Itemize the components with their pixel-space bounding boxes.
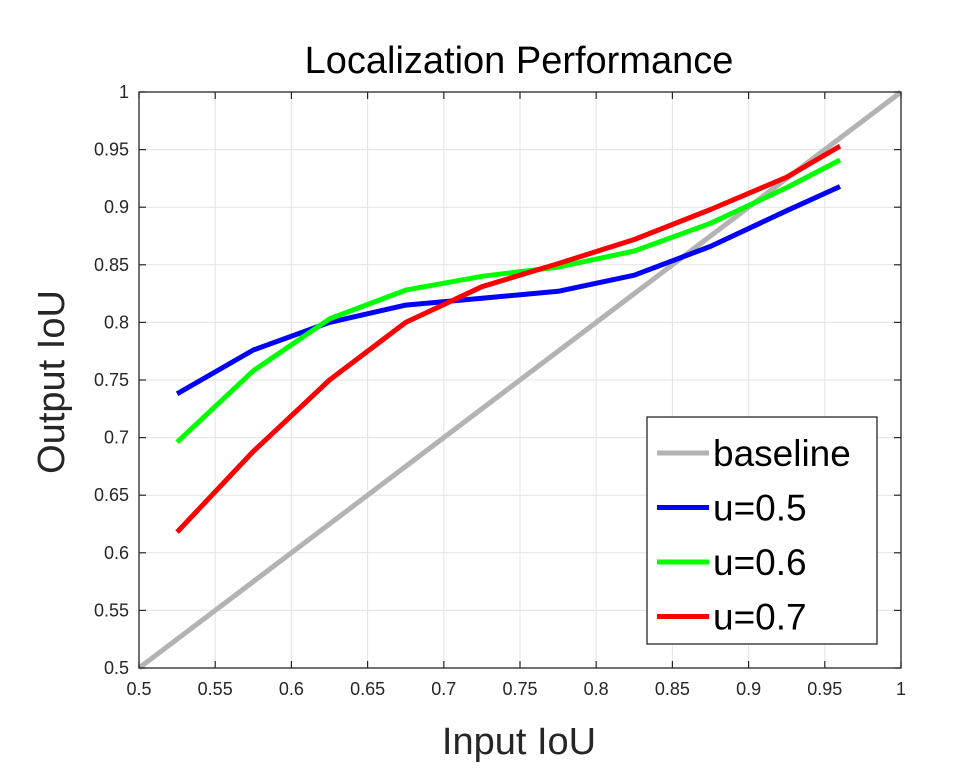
legend-label-baseline: baseline <box>713 433 851 474</box>
legend-label-u-0-5: u=0.5 <box>713 488 807 529</box>
x-tick-label: 0.55 <box>198 679 233 699</box>
x-tick-label: 0.8 <box>584 679 609 699</box>
legend-label-u-0-7: u=0.7 <box>713 597 807 638</box>
x-tick-label: 0.5 <box>126 679 151 699</box>
y-tick-label: 0.85 <box>94 255 129 275</box>
x-tick-label: 1 <box>896 679 906 699</box>
x-tick-label: 0.9 <box>736 679 761 699</box>
y-tick-label: 0.5 <box>104 658 129 678</box>
x-tick-label: 0.65 <box>350 679 385 699</box>
x-axis-label: Input IoU <box>442 721 596 763</box>
x-tick-label: 0.85 <box>655 679 690 699</box>
series-line-u-0-7 <box>175 143 842 534</box>
y-tick-label: 0.75 <box>94 370 129 390</box>
legend-label-u-0-6: u=0.6 <box>713 542 807 583</box>
series-line-u-0-5 <box>175 184 842 396</box>
y-tick-label: 0.55 <box>94 600 129 620</box>
y-axis-label: Output IoU <box>31 290 73 474</box>
x-tick-label: 0.7 <box>431 679 456 699</box>
y-tick-label: 0.65 <box>94 485 129 505</box>
series-layer <box>137 90 903 670</box>
y-tick-label: 0.9 <box>104 197 129 217</box>
y-tick-label: 0.8 <box>104 312 129 332</box>
y-tick-label: 0.7 <box>104 428 129 448</box>
x-tick-label: 0.6 <box>279 679 304 699</box>
legend: baseline u=0.5 u=0.6 u=0.7 <box>646 416 878 645</box>
chart-title: Localization Performance <box>305 40 734 82</box>
y-tick-label: 1 <box>119 82 129 102</box>
series-line-baseline <box>137 90 903 670</box>
y-tick-label: 0.95 <box>94 140 129 160</box>
ticks: 0.5 0.55 0.6 0.65 0.7 0.75 0.8 0.85 0.9 0.95 1 0.5 0… <box>94 82 906 699</box>
x-tick-label: 0.95 <box>807 679 842 699</box>
series-line-u-0-6 <box>175 157 842 445</box>
y-tick-label: 0.6 <box>104 543 129 563</box>
x-tick-label: 0.75 <box>502 679 537 699</box>
